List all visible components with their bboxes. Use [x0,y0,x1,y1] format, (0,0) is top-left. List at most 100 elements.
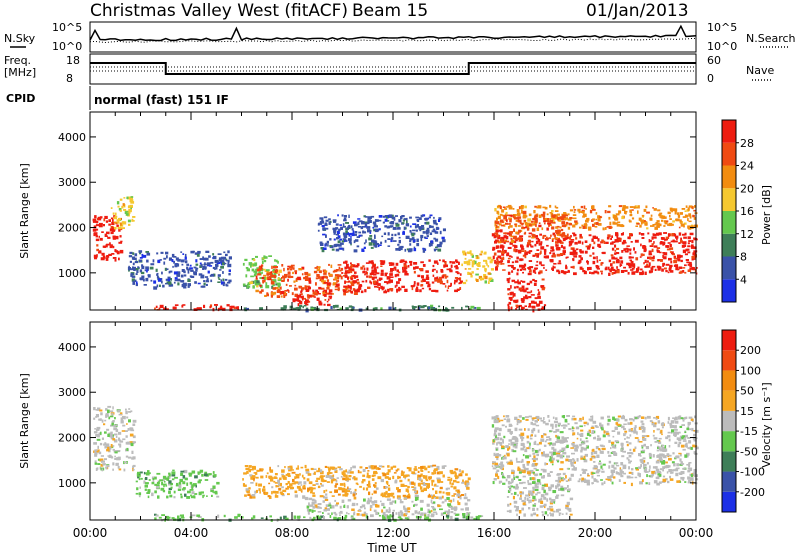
power-echo-cell [304,285,307,289]
velocity-echo-cell [547,436,551,438]
velocity-echo-cell [164,477,168,480]
velocity-echo-cell [509,461,513,465]
power-echo-cell [561,224,565,227]
power-echo-cell [363,242,366,245]
velocity-echo-cell [345,488,348,492]
velocity-echo-cell [462,479,464,483]
power-echo-cell [209,265,213,267]
power-echo-cell [638,217,642,221]
power-echo-cell [266,292,269,295]
nave-tick-top: 60 [707,54,721,67]
velocity-echo-cell [684,481,687,483]
power-echo-cell [364,273,366,276]
power-echo-cell [362,265,365,268]
power-echo-cell [423,247,426,250]
power-echo-cell [344,270,349,274]
velocity-echo-cell [420,473,423,477]
power-echo-cell [418,226,423,230]
power-echo-cell [261,264,264,267]
power-echo-cell [682,233,686,236]
power-echo-cell [599,259,601,261]
power-echo-cell [501,252,505,256]
velocity-echo-cell [533,441,537,445]
velocity-echo-cell [543,444,547,447]
power-echo-cell [318,270,322,274]
power-echo-cell [567,218,572,221]
velocity-echo-cell [182,475,186,479]
velocity-echo-cell [347,488,352,491]
power-echo-cell [607,234,611,238]
velocity-echo-cell [531,464,535,467]
power-echo-cell [517,216,522,219]
velocity-echo-cell [329,476,334,480]
power-echo-cell [145,277,149,282]
velocity-echo-cell [549,501,553,505]
power-echo-cell [195,259,198,263]
velocity-echo-cell [248,487,251,490]
power-echo-cell [208,255,211,258]
power-echo-cell [149,266,154,270]
power-echo-cell [592,208,596,211]
power-echo-cell [531,305,536,309]
velocity-echo-cell [370,465,374,469]
power-echo-cell [130,196,134,198]
power-echo-cell [159,304,164,309]
velocity-echo-cell [524,448,528,453]
power-echo-cell [168,257,172,261]
velocity-echo-cell [323,490,326,494]
velocity-echo-cell [154,513,157,516]
velocity-echo-cell [559,455,563,459]
power-echo-cell [277,278,282,282]
velocity-echo-cell [346,492,349,496]
power-echo-cell [500,263,505,265]
velocity-echo-cell [216,495,220,498]
power-echo-cell [562,235,566,237]
power-echo-cell [610,263,613,267]
velocity-echo-cell [353,512,356,516]
power-echo-cell [218,257,222,261]
power-echo-cell [394,215,398,217]
power-echo-cell [560,244,563,248]
velocity-echo-cell [541,476,545,479]
power-echo-cell [425,221,430,225]
power-echo-cell [508,301,512,305]
velocity-echo-cell [606,432,610,436]
power-echo-cell [358,231,362,234]
power-echo-cell [388,214,393,218]
power-echo-cell [520,209,523,212]
power-echo-cell [641,214,645,217]
power-echo-cell [185,260,187,264]
velocity-echo-cell [620,472,623,476]
power-echo-cell [352,230,355,233]
velocity-echo-cell [623,423,627,425]
velocity-echo-cell [585,437,588,440]
power-echo-cell [540,285,545,288]
power-echo-cell [159,259,162,261]
velocity-echo-cell [493,419,497,424]
power-echo-cell [653,241,655,244]
velocity-echo-cell [690,474,693,477]
power-echo-cell [416,282,420,286]
velocity-echo-cell [464,493,467,497]
power-echo-cell [652,207,654,209]
power-echo-cell [368,219,372,223]
power-echo-cell [389,273,393,276]
power-echo-cell [470,274,473,278]
power-echo-cell [213,255,217,260]
power-echo-cell [502,246,504,250]
power-echo-cell [600,270,603,273]
velocity-echo-cell [593,430,596,434]
power-echo-cell [579,236,583,239]
velocity-echo-cell [277,465,280,468]
power-echo-cell [332,305,336,308]
velocity-echo-cell [510,442,514,446]
power-echo-cell [173,271,178,275]
velocity-echo-cell [552,416,555,419]
velocity-echo-cell [177,516,180,520]
velocity-echo-cell [125,435,128,438]
power-echo-cell [343,217,347,220]
velocity-echo-cell [467,477,471,481]
velocity-echo-cell [398,476,401,479]
power-echo-cell [307,273,311,277]
power-echo-cell [186,263,189,266]
